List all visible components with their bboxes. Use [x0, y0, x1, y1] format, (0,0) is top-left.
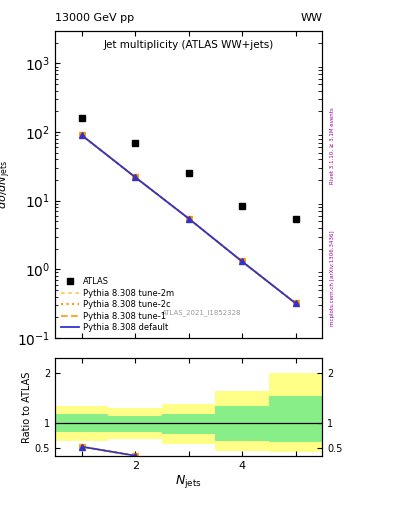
- Line: Pythia 8.308 default: Pythia 8.308 default: [82, 135, 296, 303]
- Bar: [215, 406, 269, 441]
- Pythia 8.308 default: [186, 216, 191, 222]
- Bar: [55, 414, 108, 432]
- Text: ATLAS_2021_I1852328: ATLAS_2021_I1852328: [162, 310, 242, 316]
- Line: Pythia 8.308 tune-2c: Pythia 8.308 tune-2c: [82, 135, 296, 303]
- Pythia 8.308 tune-2c: [133, 174, 138, 180]
- Pythia 8.308 default: [133, 174, 138, 180]
- X-axis label: $N_{\rm jets}$: $N_{\rm jets}$: [175, 473, 202, 490]
- Pythia 8.308 tune-1: [240, 259, 244, 265]
- Y-axis label: Ratio to ATLAS: Ratio to ATLAS: [22, 371, 32, 443]
- Pythia 8.308 default: [240, 259, 244, 265]
- Pythia 8.308 tune-2m: [240, 259, 244, 265]
- Pythia 8.308 tune-2c: [79, 132, 84, 138]
- ATLAS: [293, 216, 298, 222]
- Bar: [108, 416, 162, 432]
- ATLAS: [133, 140, 138, 146]
- Pythia 8.308 tune-2c: [186, 216, 191, 222]
- Line: Pythia 8.308 tune-1: Pythia 8.308 tune-1: [82, 135, 296, 303]
- Pythia 8.308 tune-1: [133, 174, 138, 180]
- Pythia 8.308 tune-2m: [79, 132, 84, 138]
- Pythia 8.308 default: [79, 132, 84, 138]
- Bar: [108, 408, 162, 439]
- Text: 13000 GeV pp: 13000 GeV pp: [55, 13, 134, 23]
- Pythia 8.308 tune-2c: [240, 259, 244, 265]
- ATLAS: [186, 170, 191, 177]
- Pythia 8.308 default: [293, 300, 298, 306]
- Text: Jet multiplicity (ATLAS WW+jets): Jet multiplicity (ATLAS WW+jets): [103, 40, 274, 50]
- Bar: [162, 404, 215, 444]
- ATLAS: [240, 202, 244, 208]
- Line: Pythia 8.308 tune-2m: Pythia 8.308 tune-2m: [82, 135, 296, 303]
- Pythia 8.308 tune-2m: [293, 300, 298, 306]
- Text: mcplots.cern.ch [arXiv:1306.3436]: mcplots.cern.ch [arXiv:1306.3436]: [330, 230, 335, 326]
- Bar: [55, 406, 108, 441]
- Pythia 8.308 tune-1: [293, 300, 298, 306]
- Bar: [215, 391, 269, 451]
- Bar: [269, 396, 322, 442]
- Pythia 8.308 tune-2m: [133, 174, 138, 180]
- Y-axis label: $d\sigma/dN_{\rm jets}$: $d\sigma/dN_{\rm jets}$: [0, 160, 13, 209]
- Pythia 8.308 tune-1: [79, 132, 84, 138]
- Text: Rivet 3.1.10, ≥ 3.1M events: Rivet 3.1.10, ≥ 3.1M events: [330, 108, 335, 184]
- Legend: ATLAS, Pythia 8.308 tune-2m, Pythia 8.308 tune-2c, Pythia 8.308 tune-1, Pythia 8: ATLAS, Pythia 8.308 tune-2m, Pythia 8.30…: [59, 275, 176, 334]
- Line: ATLAS: ATLAS: [78, 115, 299, 222]
- ATLAS: [79, 115, 84, 121]
- Pythia 8.308 tune-2m: [186, 216, 191, 222]
- Pythia 8.308 tune-2c: [293, 300, 298, 306]
- Bar: [162, 414, 215, 434]
- Pythia 8.308 tune-1: [186, 216, 191, 222]
- Text: WW: WW: [300, 13, 322, 23]
- Bar: [269, 373, 322, 452]
